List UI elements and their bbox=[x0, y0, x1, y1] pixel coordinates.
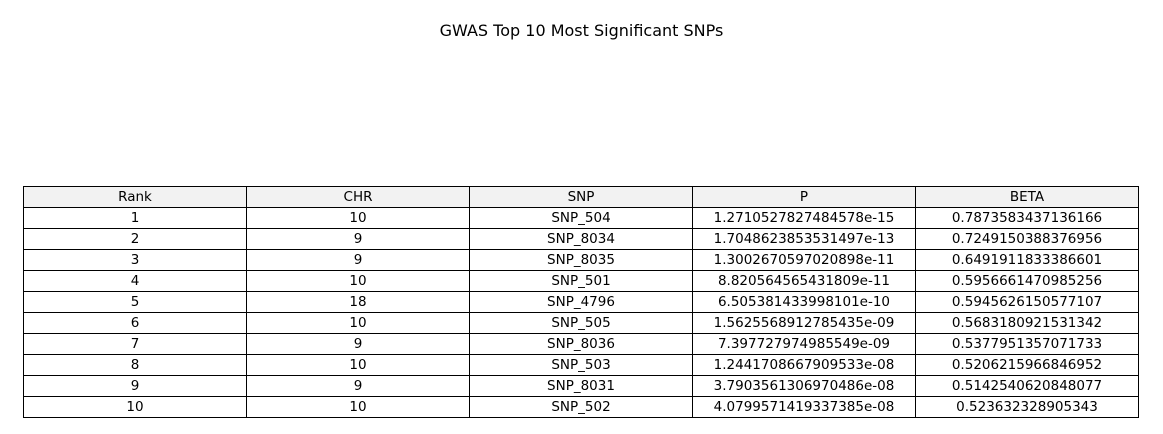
table-cell-p: 7.397727974985549e-09 bbox=[692, 333, 916, 355]
table-cell-snp: SNP_501 bbox=[469, 270, 693, 292]
table-row: 3 9 SNP_8035 1.3002670597020898e-11 0.649191… bbox=[23, 249, 1139, 271]
table-cell-p: 1.2710527827484578e-15 bbox=[692, 207, 916, 229]
column-header-beta: BETA bbox=[915, 186, 1139, 208]
table-cell-beta: 0.5142540620848077 bbox=[915, 375, 1139, 397]
table-cell-beta: 0.7249150388376956 bbox=[915, 228, 1139, 250]
table-cell-snp: SNP_8036 bbox=[469, 333, 693, 355]
table-row: 10 10 SNP_502 4.0799571419337385e-08 0.52363… bbox=[23, 396, 1139, 418]
table-cell-p: 1.7048623853531497e-13 bbox=[692, 228, 916, 250]
table-cell-p: 3.7903561306970486e-08 bbox=[692, 375, 916, 397]
table-row: 4 10 SNP_501 8.820564565431809e-11 0.5956661… bbox=[23, 270, 1139, 292]
header-row: Rank CHR SNP P BETA bbox=[23, 186, 1139, 208]
table-row: 2 9 SNP_8034 1.7048623853531497e-13 0.724915… bbox=[23, 228, 1139, 250]
chart-title: GWAS Top 10 Most Significant SNPs bbox=[439, 21, 724, 40]
table-cell-chr: 10 bbox=[246, 207, 470, 229]
table-row: 5 18 SNP_4796 6.505381433998101e-10 0.594562… bbox=[23, 291, 1139, 313]
table-cell-chr: 10 bbox=[246, 312, 470, 334]
table-cell-rank: 10 bbox=[23, 396, 247, 418]
column-header-chr: CHR bbox=[246, 186, 470, 208]
table-cell-beta: 0.5945626150577107 bbox=[915, 291, 1139, 313]
table-cell-rank: 8 bbox=[23, 354, 247, 376]
table-cell-beta: 0.6491911833386601 bbox=[915, 249, 1139, 271]
table-cell-rank: 5 bbox=[23, 291, 247, 313]
table-cell-beta: 0.523632328905343 bbox=[915, 396, 1139, 418]
table-cell-chr: 10 bbox=[246, 354, 470, 376]
table-body: 1 10 SNP_504 1.2710527827484578e-15 0.787358… bbox=[23, 207, 1139, 418]
table-cell-snp: SNP_502 bbox=[469, 396, 693, 418]
table-cell-rank: 7 bbox=[23, 333, 247, 355]
table-cell-chr: 9 bbox=[246, 228, 470, 250]
table-row: 7 9 SNP_8036 7.397727974985549e-09 0.5377951… bbox=[23, 333, 1139, 355]
table-row: 1 10 SNP_504 1.2710527827484578e-15 0.787358… bbox=[23, 207, 1139, 229]
table-cell-p: 1.2441708667909533e-08 bbox=[692, 354, 916, 376]
table-row: 8 10 SNP_503 1.2441708667909533e-08 0.520621… bbox=[23, 354, 1139, 376]
table-cell-rank: 9 bbox=[23, 375, 247, 397]
table-cell-snp: SNP_4796 bbox=[469, 291, 693, 313]
table-cell-chr: 9 bbox=[246, 333, 470, 355]
column-header-rank: Rank bbox=[23, 186, 247, 208]
table-cell-beta: 0.5683180921531342 bbox=[915, 312, 1139, 334]
table-cell-p: 8.820564565431809e-11 bbox=[692, 270, 916, 292]
table-cell-snp: SNP_504 bbox=[469, 207, 693, 229]
table-cell-snp: SNP_8034 bbox=[469, 228, 693, 250]
table-cell-chr: 9 bbox=[246, 375, 470, 397]
table-cell-chr: 9 bbox=[246, 249, 470, 271]
table-cell-beta: 0.5377951357071733 bbox=[915, 333, 1139, 355]
table-row: 6 10 SNP_505 1.5625568912785435e-09 0.568318… bbox=[23, 312, 1139, 334]
table-cell-snp: SNP_8035 bbox=[469, 249, 693, 271]
table-cell-chr: 10 bbox=[246, 396, 470, 418]
results-table-container: Rank CHR SNP P BETA 1 10 SNP_504 1.27105278… bbox=[23, 186, 1139, 418]
table-cell-rank: 6 bbox=[23, 312, 247, 334]
table-cell-p: 4.0799571419337385e-08 bbox=[692, 396, 916, 418]
table-cell-snp: SNP_503 bbox=[469, 354, 693, 376]
table-cell-rank: 4 bbox=[23, 270, 247, 292]
table-cell-rank: 2 bbox=[23, 228, 247, 250]
table-cell-beta: 0.5206215966846952 bbox=[915, 354, 1139, 376]
table-cell-snp: SNP_8031 bbox=[469, 375, 693, 397]
table-header: Rank CHR SNP P BETA bbox=[23, 186, 1139, 208]
table-row: 9 9 SNP_8031 3.7903561306970486e-08 0.514254… bbox=[23, 375, 1139, 397]
table-cell-beta: 0.7873583437136166 bbox=[915, 207, 1139, 229]
results-table: Rank CHR SNP P BETA 1 10 SNP_504 1.27105278… bbox=[23, 186, 1139, 418]
column-header-snp: SNP bbox=[469, 186, 693, 208]
column-header-p: P bbox=[692, 186, 916, 208]
table-cell-snp: SNP_505 bbox=[469, 312, 693, 334]
table-cell-p: 6.505381433998101e-10 bbox=[692, 291, 916, 313]
table-cell-chr: 10 bbox=[246, 270, 470, 292]
table-cell-rank: 3 bbox=[23, 249, 247, 271]
table-cell-beta: 0.5956661470985256 bbox=[915, 270, 1139, 292]
table-cell-p: 1.3002670597020898e-11 bbox=[692, 249, 916, 271]
table-cell-rank: 1 bbox=[23, 207, 247, 229]
table-cell-chr: 18 bbox=[246, 291, 470, 313]
table-cell-p: 1.5625568912785435e-09 bbox=[692, 312, 916, 334]
